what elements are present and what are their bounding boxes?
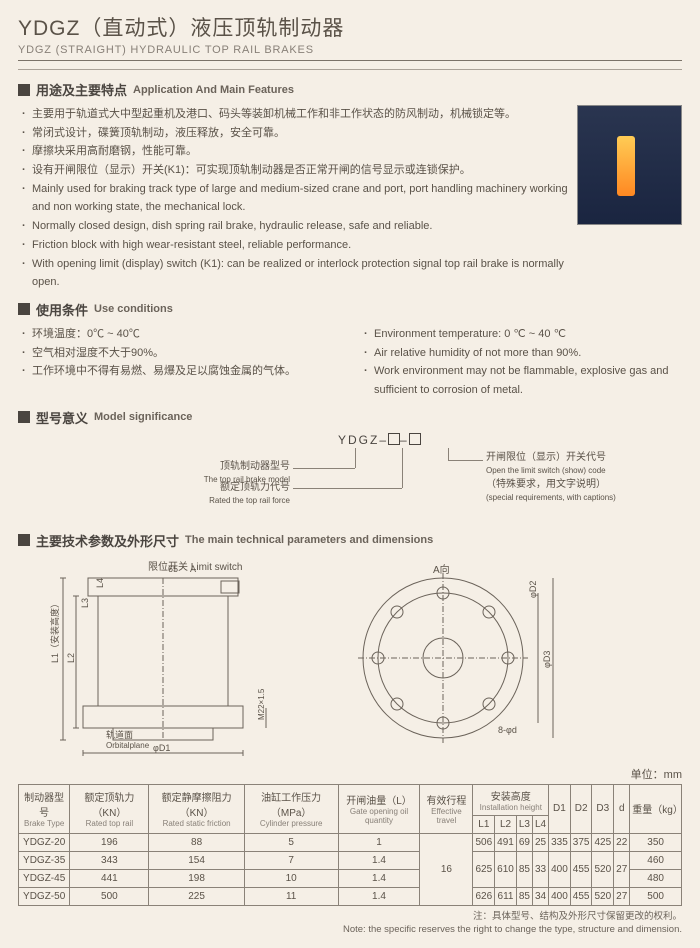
side-view-drawing: 限位开关 Limit switch L1（安装高度） L2 L3 L4 65 A… <box>18 558 318 758</box>
table-row: YDGZ-201968851 16 5064916925 33537542522… <box>19 833 682 851</box>
section-label-cn: 用途及主要特点 <box>36 80 127 99</box>
list-item: Friction block with high wear-resistant … <box>22 236 569 255</box>
svg-text:轨道面: 轨道面 <box>106 729 133 740</box>
svg-text:φD3: φD3 <box>542 650 552 667</box>
section-label-en: Application And Main Features <box>133 84 294 96</box>
svg-text:M22×1.5: M22×1.5 <box>257 688 266 720</box>
list-item: 摩擦块采用高耐磨钢，性能可靠。 <box>22 142 569 161</box>
features-list-en: Mainly used for braking track type of la… <box>18 180 569 292</box>
list-item: 常闭式设计，碟簧顶轨制动，液压释放，安全可靠。 <box>22 124 569 143</box>
svg-text:Orbitalplane: Orbitalplane <box>106 741 150 750</box>
section-label-en: Model significance <box>94 411 192 423</box>
page-title-en: YDGZ (STRAIGHT) HYDRAULIC TOP RAIL BRAKE… <box>18 44 682 56</box>
list-item: 空气相对湿度不大于90%。 <box>22 344 340 363</box>
square-icon <box>18 534 30 546</box>
footnote: 注：具体型号、结构及外形尺寸保留更改的权利。Note: the specific… <box>18 910 682 937</box>
parameters-table: 制动器型号Brake Type 额定顶轨力（KN）Rated top rail … <box>18 784 682 906</box>
technical-drawings: 限位开关 Limit switch L1（安装高度） L2 L3 L4 65 A… <box>18 558 682 758</box>
list-item: 主要用于轨道式大中型起重机及港口、码头等装卸机械工作和非工作状态的防风制动，机械… <box>22 105 569 124</box>
model-diagram: YDGZ–– 顶轨制动器型号 The top rail brake model … <box>18 433 682 523</box>
page-title-cn: YDGZ（直动式）液压顶轨制动器 <box>18 12 682 42</box>
section-params: 主要技术参数及外形尺寸 The main technical parameter… <box>18 531 682 550</box>
section-label-en: The main technical parameters and dimens… <box>185 534 433 546</box>
list-item: Normally closed design, dish spring rail… <box>22 217 569 236</box>
section-model: 型号意义 Model significance <box>18 408 682 427</box>
section-conditions: 使用条件 Use conditions <box>18 300 682 319</box>
list-item: Work environment may not be flammable, e… <box>364 362 682 399</box>
conditions-list-en: Environment temperature: 0 ℃ ~ 40 ℃ Air … <box>360 325 682 400</box>
square-icon <box>18 411 30 423</box>
divider <box>18 60 682 61</box>
svg-text:φD1: φD1 <box>153 743 170 753</box>
list-item: With opening limit (display) switch (K1)… <box>22 255 569 292</box>
svg-text:A向: A向 <box>433 563 450 576</box>
svg-text:L1（安装高度）: L1（安装高度） <box>49 599 60 663</box>
list-item: 环境温度：0℃ ~ 40℃ <box>22 325 340 344</box>
model-code: YDGZ–– <box>338 433 421 447</box>
model-label-en: Open the limit switch (show) code <box>486 466 606 475</box>
svg-text:8-φd: 8-φd <box>498 725 517 735</box>
conditions-list-cn: 环境温度：0℃ ~ 40℃ 空气相对湿度不大于90%。 工作环境中不得有易燃、易… <box>18 325 340 381</box>
table-row: YDGZ-3534315471.4 6256108533 40045552027… <box>19 851 682 869</box>
model-label: 额定顶轨力代号 <box>220 482 290 493</box>
model-label-en: Rated the top rail force <box>209 496 290 505</box>
square-icon <box>18 84 30 96</box>
product-image <box>577 105 682 225</box>
list-item: 工作环境中不得有易燃、易爆及足以腐蚀金属的气体。 <box>22 362 340 381</box>
model-code-text: YDGZ <box>338 433 379 447</box>
square-icon <box>18 303 30 315</box>
features-list-cn: 主要用于轨道式大中型起重机及港口、码头等装卸机械工作和非工作状态的防风制动，机械… <box>18 105 569 180</box>
unit-label: 单位：mm <box>18 766 682 782</box>
section-label-cn: 主要技术参数及外形尺寸 <box>36 531 179 550</box>
divider <box>18 69 682 70</box>
section-label-en: Use conditions <box>94 303 173 315</box>
model-label: 开闸限位（显示）开关代号 <box>486 452 606 463</box>
svg-text:L3: L3 <box>80 598 90 608</box>
svg-text:L2: L2 <box>66 653 76 663</box>
section-label-cn: 型号意义 <box>36 408 88 427</box>
top-view-drawing: A向 φD2 φD3 8-φd <box>328 558 588 758</box>
svg-text:φD2: φD2 <box>528 580 538 597</box>
svg-text:L4: L4 <box>95 578 105 588</box>
list-item: 设有开闸限位（显示）开关(K1)：可实现顶轨制动器是否正常开闸的信号显示或连锁保… <box>22 161 569 180</box>
model-label-en: (special requirements, with captions) <box>486 493 616 502</box>
table-row: YDGZ-50500225111.4 6266118534 4004555202… <box>19 887 682 905</box>
section-features: 用途及主要特点 Application And Main Features <box>18 80 682 99</box>
model-label: 顶轨制动器型号 <box>220 461 290 472</box>
list-item: Air relative humidity of not more than 9… <box>364 344 682 363</box>
model-label: （特殊要求，用文字说明） <box>486 479 606 490</box>
list-item: Mainly used for braking track type of la… <box>22 180 569 217</box>
list-item: Environment temperature: 0 ℃ ~ 40 ℃ <box>364 325 682 344</box>
svg-text:65: 65 <box>168 564 178 574</box>
svg-text:A: A <box>190 564 196 574</box>
section-label-cn: 使用条件 <box>36 300 88 319</box>
